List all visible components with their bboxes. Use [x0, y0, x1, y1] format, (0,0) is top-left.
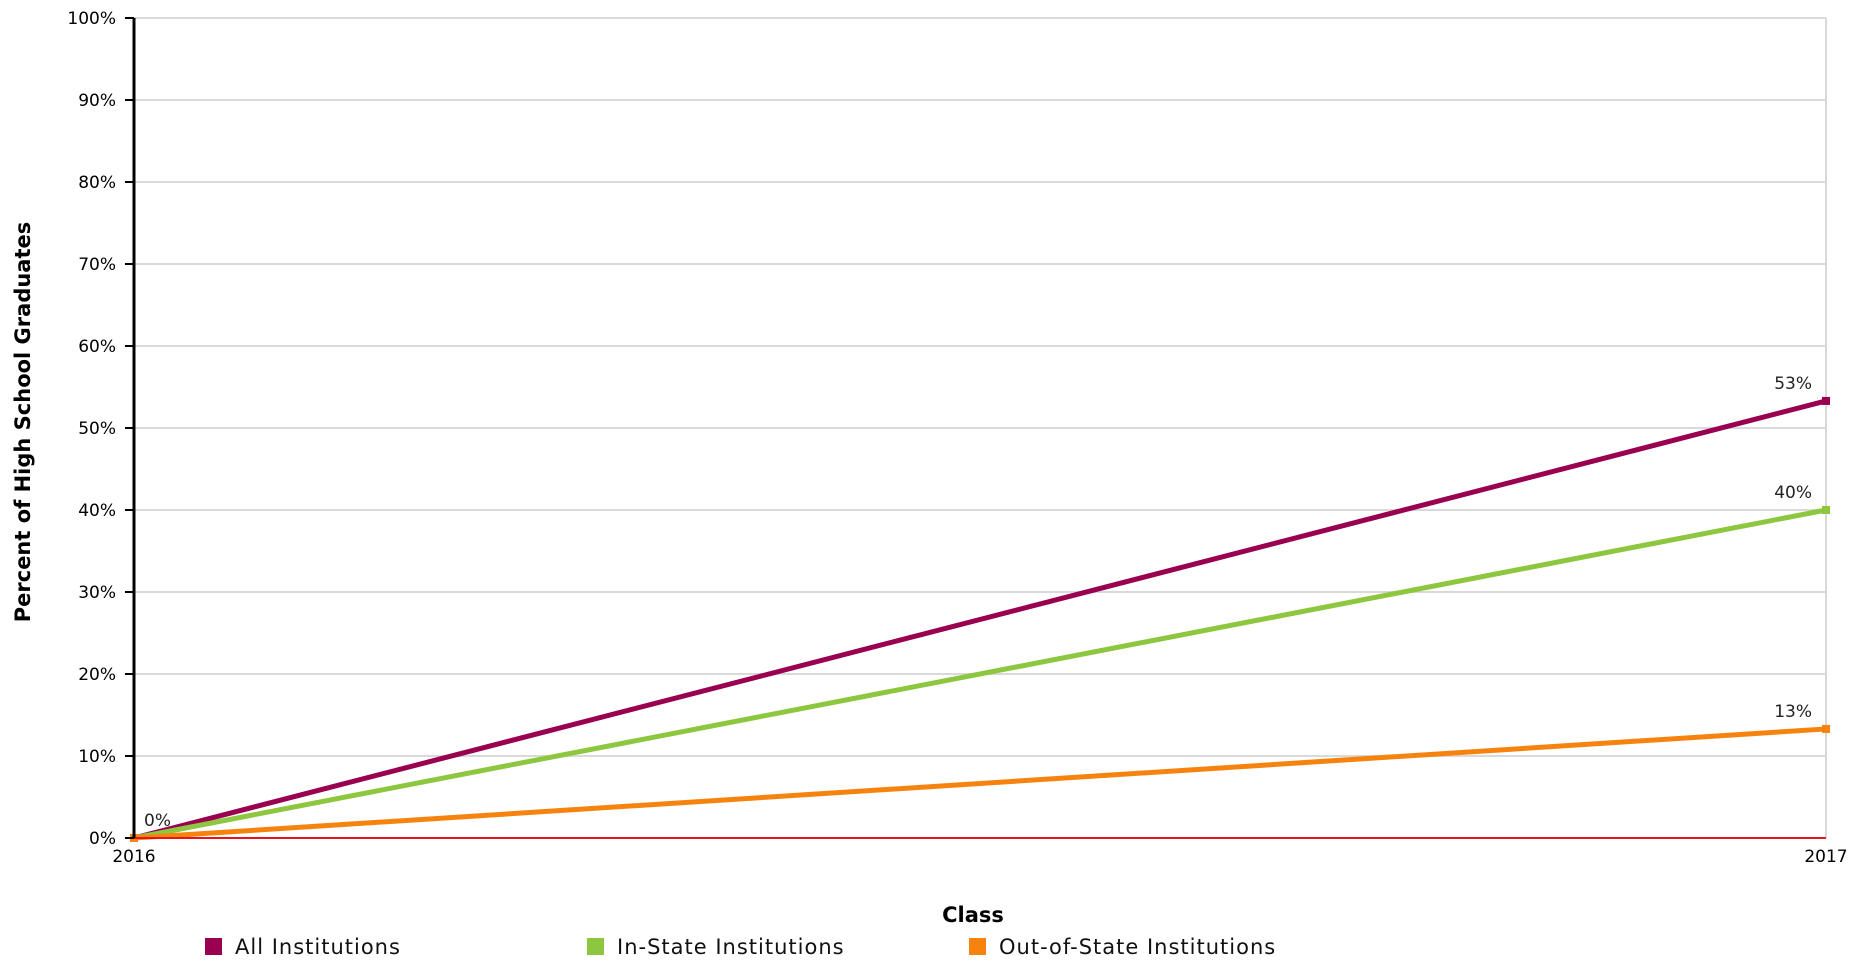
legend-label: Out-of-State Institutions	[999, 935, 1276, 959]
y-tick-label: 30%	[78, 583, 116, 603]
y-tick-label: 50%	[78, 419, 116, 439]
y-tick-label: 60%	[78, 337, 116, 357]
data-label: 40%	[1774, 483, 1812, 503]
data-labels: 0% 53% 40% 13%	[144, 374, 1812, 831]
y-tick-label: 20%	[78, 665, 116, 685]
x-axis-title: Class	[942, 903, 1004, 927]
y-tick-label: 80%	[78, 173, 116, 193]
data-label: 13%	[1774, 702, 1812, 722]
data-label: 53%	[1774, 374, 1812, 394]
x-tick-label: 2016	[112, 847, 155, 867]
y-tick-label: 10%	[78, 747, 116, 767]
series-point	[1822, 396, 1830, 405]
y-tick-label: 100%	[67, 9, 116, 29]
legend-label: All Institutions	[235, 935, 401, 959]
data-label: 0%	[144, 811, 171, 831]
y-tick-label: 0%	[89, 829, 116, 849]
x-tick-label: 2017	[1804, 847, 1847, 867]
y-tick-label: 90%	[78, 91, 116, 111]
series-line	[133, 398, 1827, 841]
legend-swatch	[969, 938, 986, 955]
series-point	[1822, 506, 1830, 514]
series-line	[133, 507, 1827, 841]
y-tick-label: 40%	[78, 501, 116, 521]
y-tick-label: 70%	[78, 255, 116, 275]
y-axis-title: Percent of High School Graduates	[11, 222, 35, 623]
legend: All Institutions In-State Institutions Out…	[205, 935, 1276, 959]
legend-swatch	[587, 938, 604, 955]
grid-lines	[134, 17, 1827, 839]
legend-swatch	[205, 938, 222, 955]
legend-label: In-State Institutions	[617, 935, 845, 959]
series-lines	[130, 396, 1830, 842]
series-point	[1822, 724, 1830, 733]
series-line	[133, 726, 1827, 841]
axes: 0% 10% 20% 30% 40% 50% 60% 70% 80% 90% 100% 2016 201…	[67, 9, 1847, 867]
